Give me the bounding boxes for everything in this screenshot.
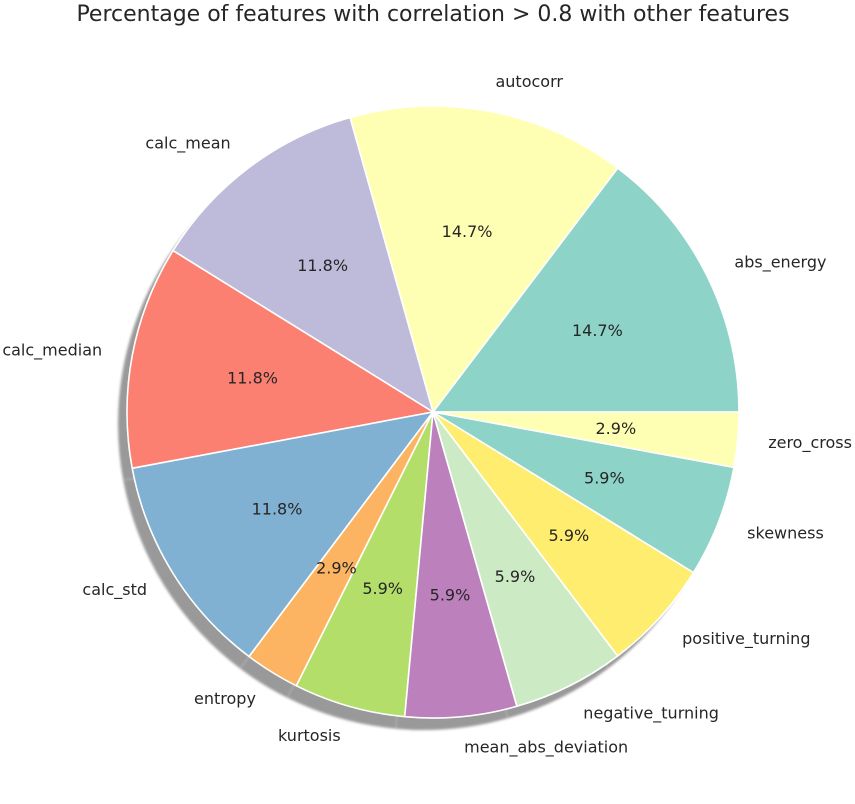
slice-label-mean-abs-deviation: mean_abs_deviation (464, 738, 628, 758)
slice-percent-calc-mean: 11.8% (297, 256, 348, 275)
slice-label-zero-cross: zero_cross (768, 433, 852, 453)
slice-percent-zero-cross: 2.9% (596, 419, 637, 438)
slice-percent-kurtosis: 5.9% (362, 579, 403, 598)
slice-label-skewness: skewness (747, 523, 824, 542)
pie-slice-calc-std (131, 411, 434, 658)
pie-slice-abs-energy (432, 167, 740, 413)
slice-percent-skewness: 5.9% (584, 468, 625, 487)
slice-percent-abs-energy: 14.7% (572, 321, 623, 340)
pie-slice-autocorr (349, 105, 619, 413)
slice-percent-negative-turning: 5.9% (495, 567, 536, 586)
pie-percent-labels: 14.7% 14.7% 11.8% 11.8% 11.8% 2.9% 5.9% 5.9% 5.9… (227, 222, 636, 604)
slice-label-calc-std: calc_std (82, 580, 147, 600)
pie-labels: abs_energy autocorr calc_mean calc_medianca… (2, 72, 852, 758)
slice-percent-calc-std: 11.8% (252, 499, 303, 518)
slice-label-negative-turning: negative_turning (583, 704, 719, 724)
pie-slices (126, 105, 740, 719)
slice-percent-positive-turning: 5.9% (549, 526, 590, 545)
slice-label-abs-energy: abs_energy (734, 253, 826, 273)
slice-label-positive-turning: positive_turning (682, 629, 810, 649)
slice-label-calc-median: calc_median (2, 341, 102, 361)
slice-percent-entropy: 2.9% (316, 559, 357, 578)
slice-percent-mean-abs-deviation: 5.9% (430, 585, 471, 604)
slice-percent-calc-median: 11.8% (227, 369, 278, 388)
slice-percent-autocorr: 14.7% (442, 222, 493, 241)
slice-label-autocorr: autocorr (495, 72, 563, 91)
chart-title: Percentage of features with correlation … (76, 2, 789, 27)
pie-slice-calc-median (126, 249, 434, 470)
slice-label-calc-mean: calc_mean (145, 134, 230, 154)
slice-label-kurtosis: kurtosis (278, 726, 341, 745)
pie-slice-zero-cross (432, 411, 740, 469)
slice-label-entropy: entropy (194, 689, 256, 708)
pie-slice-calc-mean (172, 116, 434, 413)
